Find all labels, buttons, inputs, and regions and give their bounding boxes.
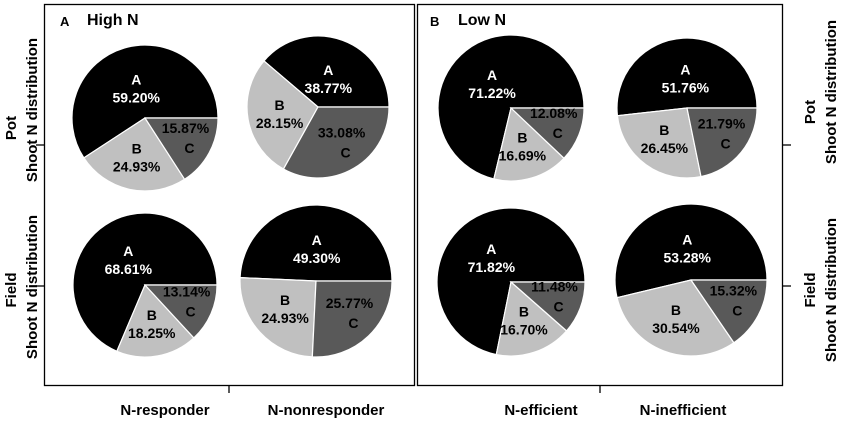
slice-letter-c: C bbox=[186, 303, 196, 319]
slice-letter-b: B bbox=[519, 304, 529, 320]
slice-percent-b: 24.93% bbox=[261, 310, 309, 326]
pie-pot-n-efficient: A 71.22% B 16.69% C 12.08% bbox=[437, 34, 585, 182]
pie-field-n-responder: A 68.61% B 18.25% C 13.14% bbox=[72, 212, 218, 358]
slice-percent-c: 11.48% bbox=[531, 279, 578, 295]
slice-letter-b: B bbox=[147, 307, 157, 323]
row-label-field-right: Field bbox=[802, 272, 819, 307]
col-label-n-inefficient: N-inefficient bbox=[640, 402, 727, 419]
slice-letter-a: A bbox=[323, 62, 333, 78]
pie-field-n-nonresponder: A 49.30% B 24.93% C 25.77% bbox=[239, 204, 393, 358]
pie-slice-b bbox=[83, 117, 186, 192]
slice-percent-c: 15.32% bbox=[710, 282, 758, 298]
row-label-shoot-right-bottom: Shoot N distribution bbox=[823, 218, 840, 362]
panel-b-title: Low N bbox=[458, 12, 506, 29]
slice-letter-a: A bbox=[486, 241, 496, 257]
slice-percent-c: 12.08% bbox=[530, 105, 578, 121]
slice-letter-a: A bbox=[131, 72, 141, 88]
pie-slice-c bbox=[509, 281, 586, 332]
pie-pot-n-responder: A 59.20% B 24.93% C 15.87% bbox=[71, 44, 219, 192]
pie-pot-n-inefficient: A 51.76% B 26.45% C 21.79% bbox=[616, 37, 758, 179]
slice-letter-b: B bbox=[671, 302, 681, 318]
pie-slice-b bbox=[246, 60, 319, 170]
pie-slice-b bbox=[239, 277, 317, 358]
slice-percent-b: 26.45% bbox=[641, 140, 689, 156]
pie-slice-a bbox=[263, 35, 390, 108]
row-label-shoot-left-bottom: Shoot N distribution bbox=[24, 215, 41, 359]
pie-slice-a bbox=[614, 203, 768, 299]
slice-percent-a: 38.77% bbox=[305, 80, 353, 96]
slice-letter-c: C bbox=[553, 125, 563, 141]
row-label-field-left: Field bbox=[3, 272, 20, 307]
slice-percent-b: 24.93% bbox=[113, 158, 161, 174]
slice-letter-b: B bbox=[275, 97, 285, 113]
pie-slice-a bbox=[616, 37, 758, 117]
pie-field-n-inefficient: A 53.28% B 30.54% C 15.32% bbox=[614, 203, 768, 357]
slice-percent-c: 33.08% bbox=[318, 125, 366, 141]
slice-letter-b: B bbox=[517, 130, 527, 146]
slice-letter-c: C bbox=[732, 302, 742, 318]
slice-letter-c: C bbox=[553, 299, 563, 315]
pie-slice-b bbox=[616, 279, 735, 357]
slice-percent-b: 16.69% bbox=[499, 148, 547, 164]
slice-letter-b: B bbox=[280, 292, 290, 308]
row-label-pot-right: Pot bbox=[802, 100, 819, 124]
slice-percent-b: 28.15% bbox=[256, 115, 304, 131]
row-label-shoot-right-top: Shoot N distribution bbox=[823, 20, 840, 164]
pie-slice-a bbox=[71, 44, 219, 159]
slice-percent-a: 49.30% bbox=[293, 250, 341, 266]
slice-percent-c: 13.14% bbox=[163, 283, 211, 299]
slice-letter-c: C bbox=[341, 145, 351, 161]
pie-slice-c bbox=[686, 107, 758, 178]
slice-percent-c: 15.87% bbox=[162, 120, 210, 136]
pie-slice-c bbox=[282, 106, 390, 179]
slice-letter-b: B bbox=[132, 140, 142, 156]
panel-b-letter: B bbox=[430, 14, 439, 29]
slice-percent-c: 21.79% bbox=[698, 116, 746, 132]
slice-letter-c: C bbox=[720, 136, 730, 152]
pie-slice-c bbox=[311, 280, 393, 358]
slice-letter-b: B bbox=[659, 122, 669, 138]
row-label-shoot-left-top: Shoot N distribution bbox=[24, 38, 41, 182]
slice-letter-a: A bbox=[123, 243, 133, 259]
slice-letter-a: A bbox=[487, 67, 497, 83]
pie-slice-a bbox=[72, 212, 218, 353]
pie-slice-c bbox=[689, 279, 768, 344]
slice-percent-c: 25.77% bbox=[326, 295, 374, 311]
pie-slice-b bbox=[495, 280, 568, 357]
pie-pot-n-nonresponder: A 38.77% B 28.15% C 33.08% bbox=[246, 35, 390, 179]
pie-slice-c bbox=[509, 107, 585, 160]
slice-letter-a: A bbox=[682, 231, 692, 247]
pie-field-n-efficient: A 71.82% B 16.70% C 11.48% bbox=[436, 207, 586, 357]
slice-percent-b: 30.54% bbox=[652, 320, 700, 336]
pie-slice-a bbox=[437, 34, 585, 180]
pie-slice-b bbox=[616, 107, 702, 179]
pie-slice-b bbox=[493, 106, 565, 182]
slice-percent-a: 71.22% bbox=[468, 85, 516, 101]
slice-percent-a: 53.28% bbox=[664, 249, 712, 265]
pie-slice-c bbox=[143, 117, 219, 181]
slice-percent-a: 68.61% bbox=[105, 261, 153, 277]
col-label-n-nonresponder: N-nonresponder bbox=[268, 402, 385, 419]
col-label-n-efficient: N-efficient bbox=[504, 402, 577, 419]
pie-slice-b bbox=[116, 283, 195, 358]
slice-percent-b: 18.25% bbox=[128, 325, 176, 341]
slice-letter-a: A bbox=[680, 62, 690, 78]
pie-slice-c bbox=[143, 284, 218, 339]
slice-percent-a: 71.82% bbox=[468, 259, 516, 275]
slice-percent-a: 59.20% bbox=[113, 90, 161, 106]
slice-percent-a: 51.76% bbox=[662, 80, 710, 96]
panel-a-title: High N bbox=[87, 12, 139, 29]
panel-a-letter: A bbox=[60, 14, 70, 29]
pie-slice-a bbox=[239, 204, 393, 282]
slice-letter-c: C bbox=[184, 140, 194, 156]
slice-letter-a: A bbox=[312, 232, 322, 248]
row-label-pot-left: Pot bbox=[3, 116, 20, 140]
slice-letter-c: C bbox=[348, 315, 358, 331]
slice-percent-b: 16.70% bbox=[500, 322, 548, 338]
col-label-n-responder: N-responder bbox=[120, 402, 209, 419]
pies-layer: A 59.20% B 24.93% C 15.87% A 38.77% B 28.15% C 33.0… bbox=[71, 34, 768, 358]
